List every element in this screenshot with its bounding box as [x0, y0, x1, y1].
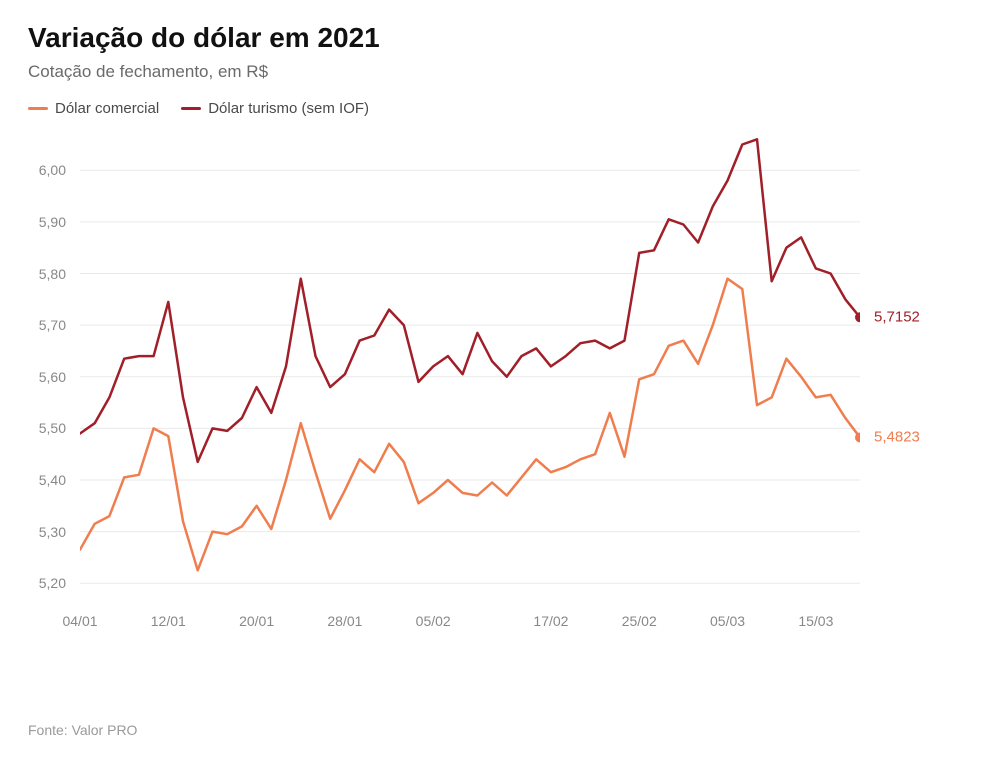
- y-tick-label: 5,80: [39, 266, 66, 282]
- plot-area: 5,20 5,30 5,40 5,50 5,60 5,70 5,80 5,90 6,00 04/…: [28, 129, 956, 649]
- x-tick-label: 15/03: [798, 613, 833, 629]
- line-series-0: [80, 279, 860, 571]
- x-tick-label: 04/01: [62, 613, 97, 629]
- x-tick-label: 28/01: [327, 613, 362, 629]
- chart-container: Variação do dólar em 2021 Cotação de fec…: [28, 22, 956, 649]
- legend-item-comercial: Dólar comercial: [28, 100, 159, 117]
- y-tick-label: 5,50: [39, 420, 66, 436]
- y-tick-label: 5,20: [39, 575, 66, 591]
- legend-label-comercial: Dólar comercial: [55, 100, 159, 117]
- chart-subtitle: Cotação de fechamento, em R$: [28, 62, 956, 82]
- y-axis-labels: 5,20 5,30 5,40 5,50 5,60 5,70 5,80 5,90 6,00: [28, 129, 74, 649]
- legend-item-turismo: Dólar turismo (sem IOF): [181, 100, 369, 117]
- y-tick-label: 5,60: [39, 369, 66, 385]
- y-tick-label: 5,90: [39, 214, 66, 230]
- chart-legend: Dólar comercial Dólar turismo (sem IOF): [28, 100, 956, 117]
- x-axis-labels: 04/0112/0120/0128/0105/0217/0225/0205/03…: [80, 613, 860, 637]
- chart-title: Variação do dólar em 2021: [28, 22, 956, 54]
- end-marker-0: [855, 432, 860, 442]
- y-tick-label: 6,00: [39, 162, 66, 178]
- plot-svg: [80, 129, 860, 609]
- x-tick-label: 05/02: [416, 613, 451, 629]
- x-tick-label: 05/03: [710, 613, 745, 629]
- x-tick-label: 25/02: [622, 613, 657, 629]
- x-tick-label: 17/02: [533, 613, 568, 629]
- x-tick-label: 20/01: [239, 613, 274, 629]
- chart-source: Fonte: Valor PRO: [28, 722, 137, 738]
- y-tick-label: 5,40: [39, 472, 66, 488]
- x-tick-label: 12/01: [151, 613, 186, 629]
- y-tick-label: 5,70: [39, 317, 66, 333]
- legend-dash-comercial: [28, 107, 48, 110]
- legend-dash-turismo: [181, 107, 201, 110]
- end-value-label-0: 5,4823: [874, 429, 920, 446]
- end-value-label-1: 5,7152: [874, 309, 920, 326]
- y-tick-label: 5,30: [39, 524, 66, 540]
- legend-label-turismo: Dólar turismo (sem IOF): [208, 100, 369, 117]
